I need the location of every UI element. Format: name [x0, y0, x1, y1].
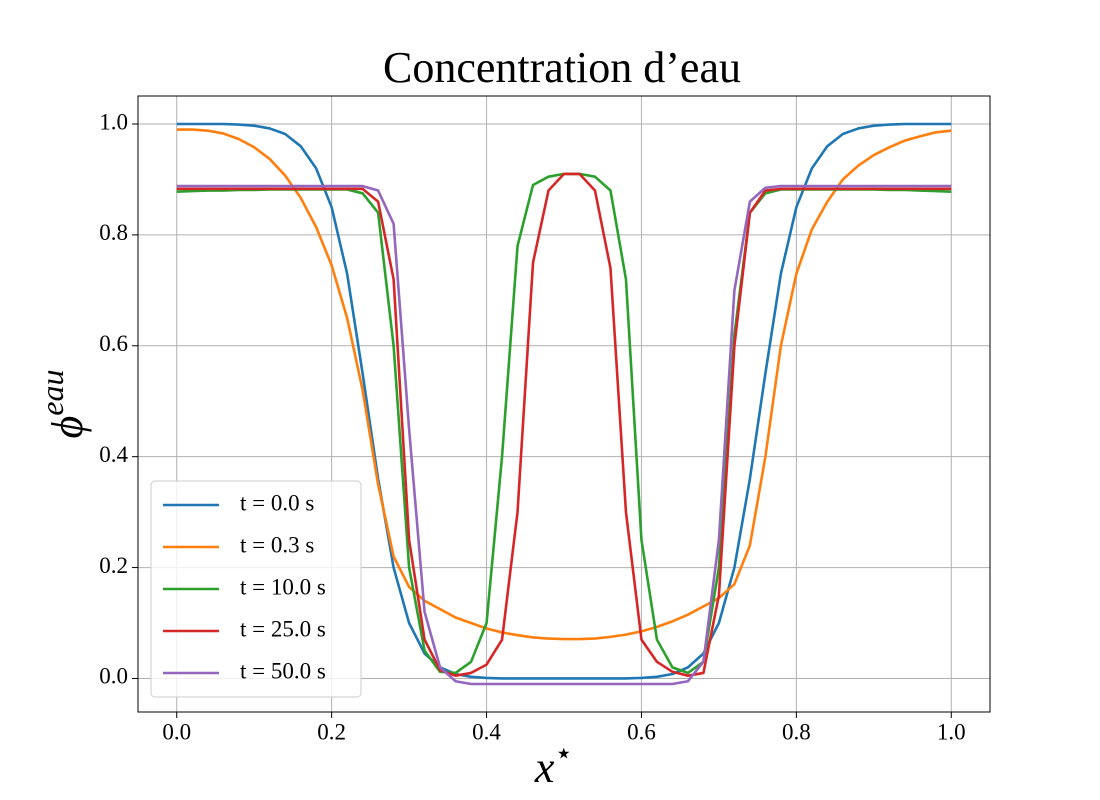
x-tick-label: 1.0: [937, 719, 966, 744]
series-line: [176, 184, 952, 686]
chart-title: Concentration d’eau: [383, 43, 741, 92]
legend-label: t = 0.3 s: [240, 532, 314, 557]
x-tick-label: 0.6: [627, 719, 656, 744]
legend-label: t = 0.0 s: [240, 490, 314, 515]
series-line: [176, 172, 952, 677]
x-tick-label: 0.8: [782, 719, 811, 744]
x-axis-label: x⋆: [534, 737, 573, 792]
y-axis-label: ϕeau: [34, 370, 92, 439]
x-tick-label: 0.4: [472, 719, 501, 744]
y-tick-label: 1.0: [99, 109, 128, 134]
x-axis-label-sup: ⋆: [554, 737, 573, 770]
legend-label: t = 10.0 s: [240, 574, 326, 599]
legend-label: t = 25.0 s: [240, 616, 326, 641]
series-line: [176, 128, 952, 641]
plot-frame: [137, 95, 991, 713]
x-tick-label: 0.0: [162, 719, 191, 744]
x-axis-label-base: x: [534, 743, 555, 792]
y-tick-label: 0.6: [99, 331, 128, 356]
legend-box: [150, 480, 362, 698]
y-tick-label: 0.8: [99, 220, 128, 245]
legend: t = 0.0 s t = 0.3 s t = 10.0 s t = 25.0 s t …: [150, 480, 362, 698]
y-tick-label: 0.2: [99, 553, 128, 578]
y-tick-label: 0.4: [99, 442, 128, 467]
legend-label: t = 50.0 s: [240, 658, 326, 683]
y-tick-label: 0.0: [99, 664, 128, 689]
series-line: [176, 122, 952, 680]
x-tick-label: 0.2: [317, 719, 346, 744]
y-axis-label-sup: eau: [34, 370, 70, 416]
y-axis-label-base: ϕ: [43, 416, 92, 439]
